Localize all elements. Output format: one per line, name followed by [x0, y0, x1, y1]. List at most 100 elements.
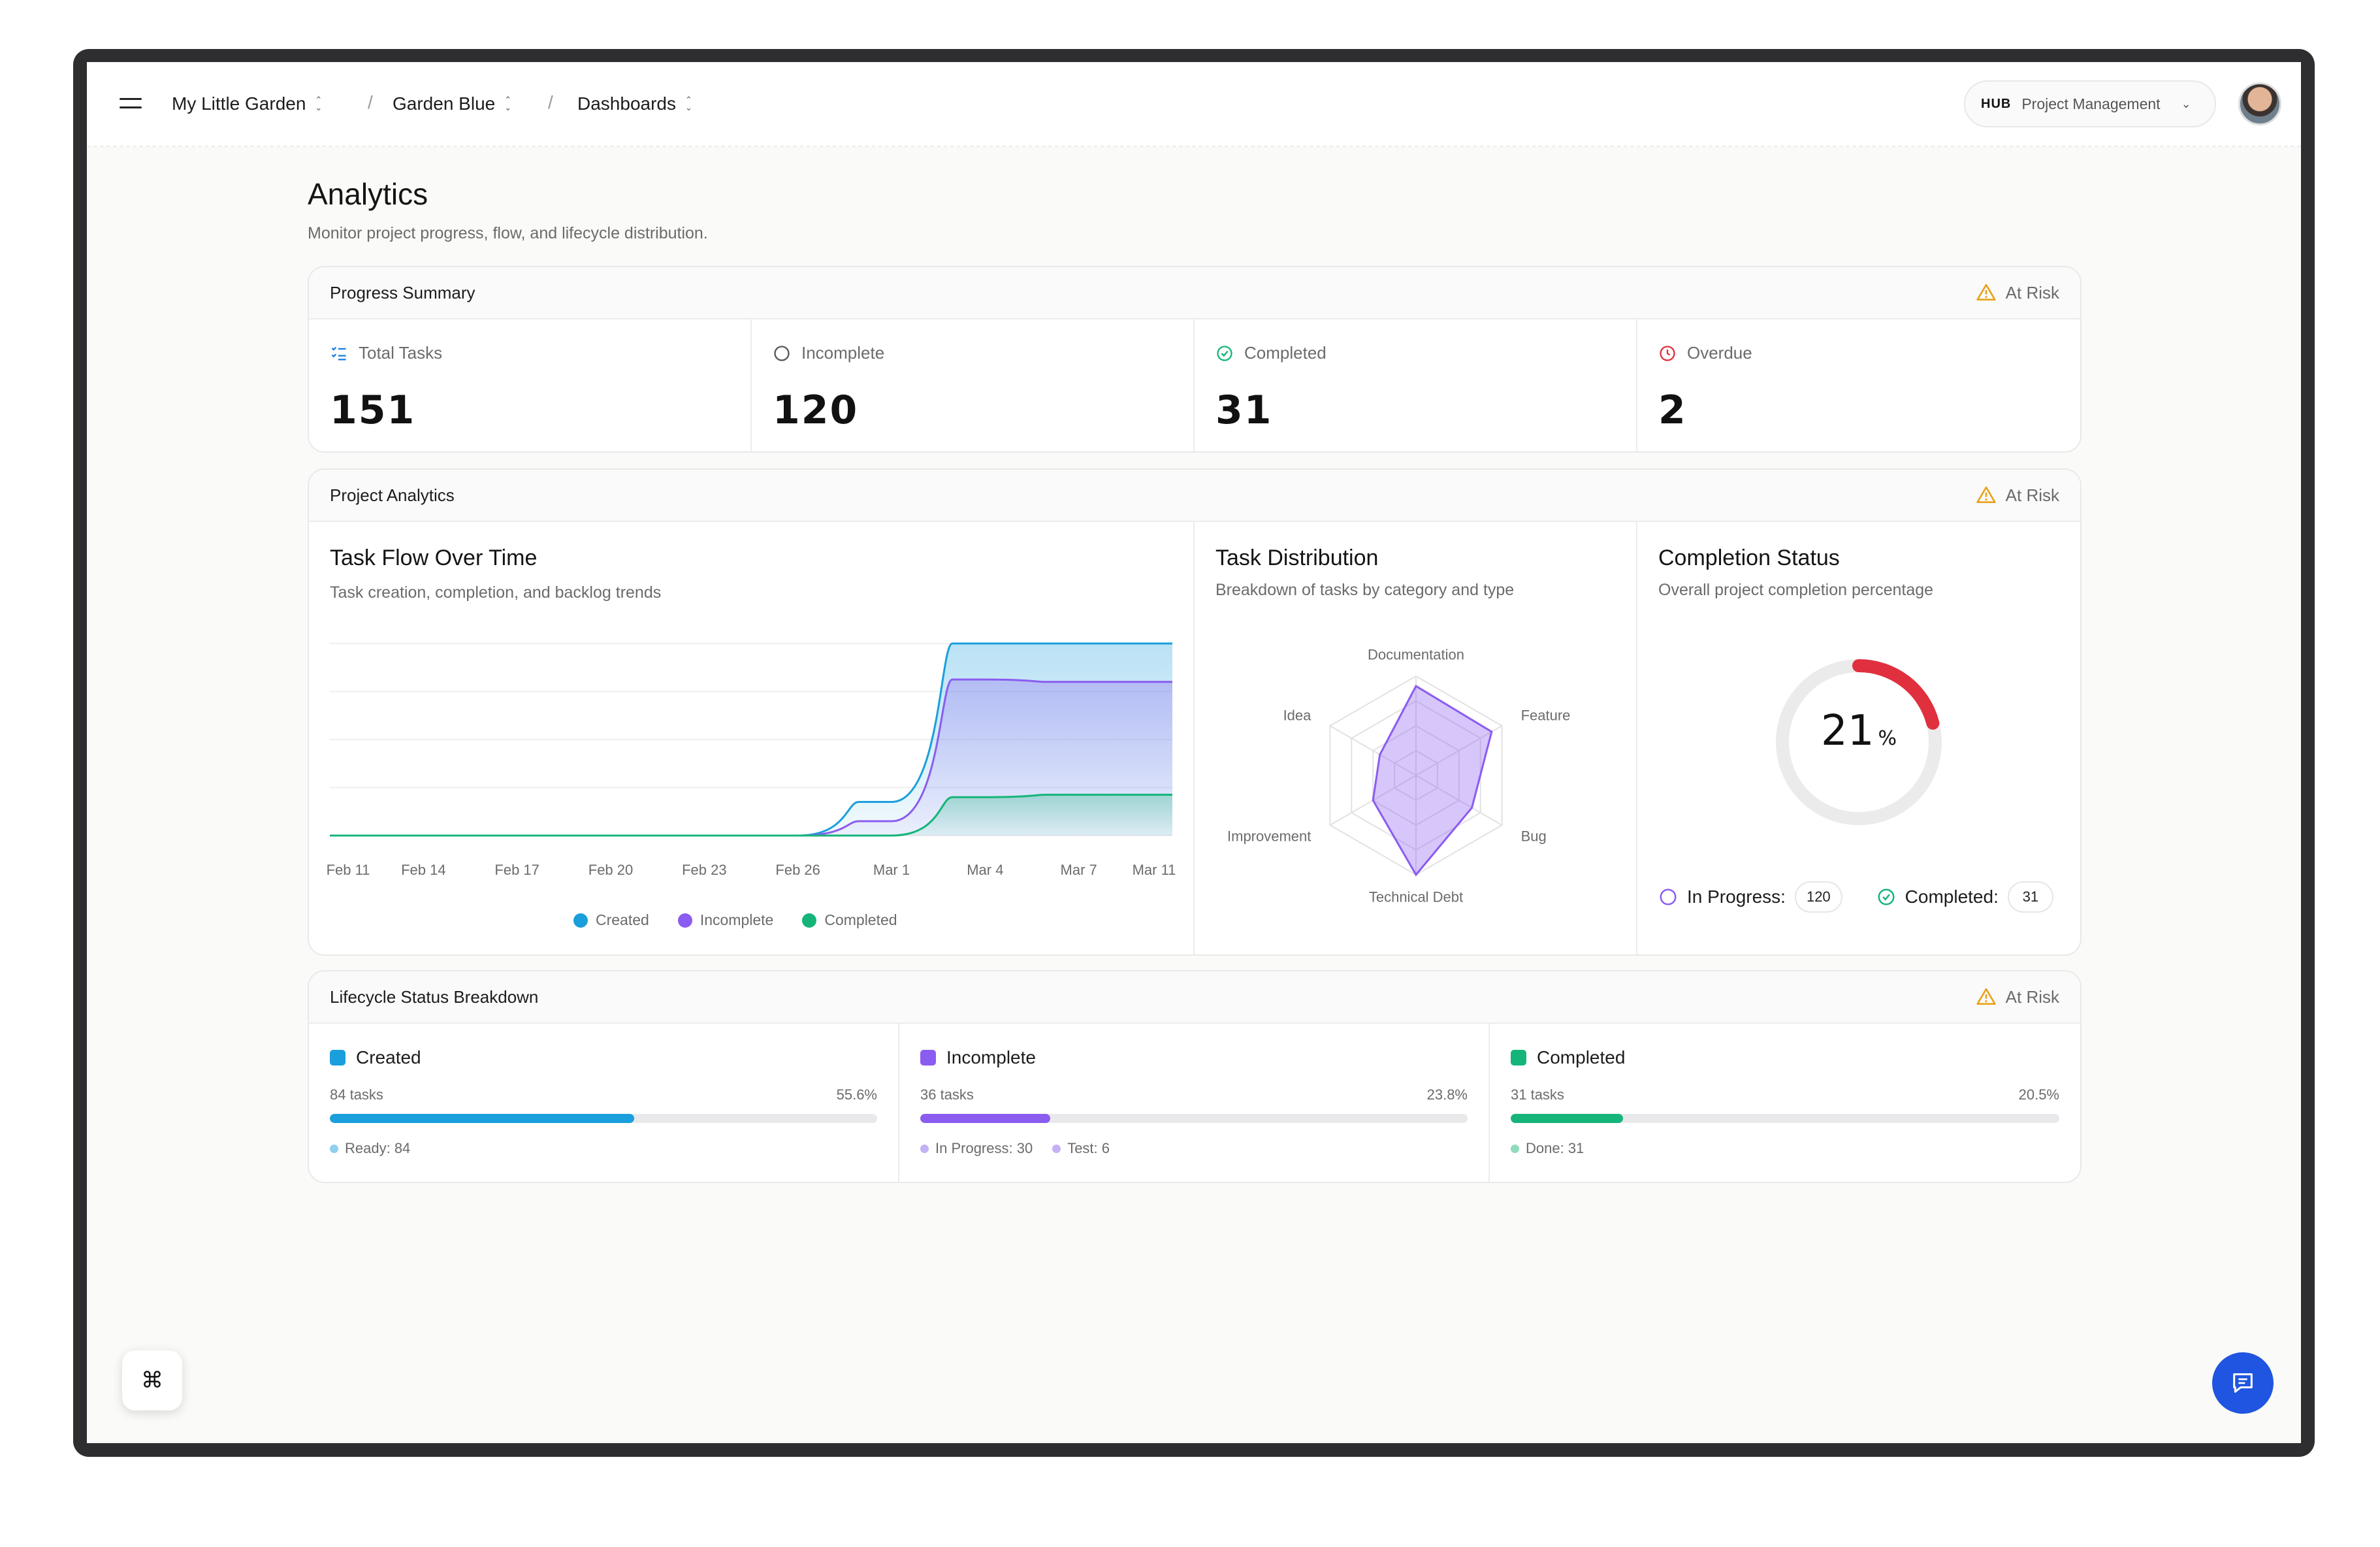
lifecycle-card: Lifecycle Status Breakdown At Risk Creat…: [308, 970, 2082, 1183]
circle-icon: [774, 345, 790, 361]
x-tick-label: Mar 1: [873, 862, 910, 878]
stat-label-text: Completed: [1244, 343, 1327, 363]
substatus-done: Done: 31: [1511, 1140, 1584, 1157]
stat-value: 31: [1215, 387, 1273, 433]
lifecycle-meta: 84 tasks 55.6%: [330, 1086, 877, 1103]
chevron-updown-icon: ⌃ ⌄: [504, 95, 512, 112]
breadcrumb-separator: /: [548, 92, 553, 112]
legend-swatch: [677, 913, 692, 928]
chart-legend: Created Incomplete Completed: [573, 911, 914, 929]
substatus-ready: Ready: 84: [330, 1140, 410, 1157]
lifecycle-substatus: In Progress: 30 Test: 6: [920, 1140, 1110, 1157]
radar-axis: [1415, 775, 1503, 826]
radar-area: [1372, 685, 1493, 877]
legend-created[interactable]: Created: [573, 911, 649, 929]
analytics-row: Task Flow Over Time Task creation, compl…: [309, 522, 2080, 954]
legend-incomplete[interactable]: Incomplete: [677, 911, 773, 929]
x-tick-label: Feb 14: [401, 862, 446, 878]
radar-label: Bug: [1521, 828, 1547, 845]
color-swatch: [920, 1050, 936, 1066]
radar-axis: [1329, 725, 1417, 776]
stat-label: Completed: [1215, 343, 1327, 363]
completed-count: 31: [2007, 881, 2053, 913]
x-tick-label: Feb 17: [494, 862, 539, 878]
status-badge: At Risk: [1976, 986, 2059, 1007]
command-palette-button[interactable]: ⌘: [122, 1350, 182, 1410]
x-tick-label: Feb 11: [327, 862, 370, 878]
chat-icon: [2233, 1373, 2253, 1393]
radar-label: Documentation: [1368, 647, 1464, 663]
chevron-updown-icon: ⌃ ⌄: [315, 95, 323, 112]
lifecycle-completed: Completed 31 tasks 20.5% Done: 31: [1490, 1024, 2080, 1182]
in-progress-count: 120: [1794, 881, 1842, 913]
hamburger-menu-icon[interactable]: [120, 98, 142, 112]
task-distribution-panel: Task Distribution Breakdown of tasks by …: [1195, 522, 1637, 954]
radar-axis: [1415, 725, 1503, 776]
stat-label-text: Incomplete: [801, 343, 885, 363]
stat-completed: Completed 31: [1195, 319, 1637, 451]
task-percent: 23.8%: [1426, 1086, 1468, 1103]
progress-bar: [330, 1114, 877, 1123]
legend-completed[interactable]: Completed: [802, 911, 897, 929]
progress-fill: [920, 1114, 1051, 1123]
warning-icon: [1976, 988, 1996, 1005]
progress-bar: [920, 1114, 1468, 1123]
status-badge: At Risk: [1976, 282, 2059, 303]
breadcrumb-project[interactable]: Garden Blue ⌃ ⌄: [393, 93, 511, 114]
lifecycle-title: Created: [330, 1047, 421, 1068]
stat-value: 120: [773, 387, 859, 433]
substatus-in-progress: In Progress: 30: [920, 1140, 1033, 1157]
top-bar: My Little Garden ⌃ ⌄ / Garden Blue ⌃ ⌄ / D…: [87, 62, 2301, 147]
page-subtitle: Monitor project progress, flow, and life…: [308, 224, 708, 242]
progress-fill: [1511, 1114, 1624, 1123]
task-count: 31 tasks: [1511, 1086, 1564, 1103]
radar-label: Improvement: [1227, 828, 1311, 845]
in-progress-label: In Progress:: [1687, 887, 1786, 907]
substatus-text: In Progress: 30: [935, 1140, 1033, 1156]
check-circle-icon: [1217, 345, 1232, 361]
chat-button[interactable]: [2212, 1352, 2274, 1414]
completion-donut: [1776, 659, 1942, 825]
user-avatar[interactable]: [2238, 82, 2281, 125]
task-flow-panel: Task Flow Over Time Task creation, compl…: [309, 522, 1195, 954]
stat-label: Overdue: [1658, 343, 1752, 363]
hub-selector[interactable]: HUB Project Management ⌄: [1964, 80, 2216, 127]
lifecycle-created: Created 84 tasks 55.6% Ready: 84: [309, 1024, 899, 1182]
card-title: Lifecycle Status Breakdown: [330, 986, 539, 1007]
donut-progress-arc: [1852, 659, 1940, 730]
breadcrumb-separator: /: [368, 92, 373, 112]
section-title: Completion Status: [1658, 546, 1840, 570]
stat-label-text: Overdue: [1687, 343, 1752, 363]
lifecycle-row: Created 84 tasks 55.6% Ready: 84 Incomple…: [309, 1024, 2080, 1182]
radar-label: Feature: [1521, 707, 1571, 723]
task-distribution-radar: Documentation Feature Bug Technical Debt Imp…: [1227, 647, 1571, 905]
substatus-dot: [1052, 1144, 1061, 1153]
app-window: My Little Garden ⌃ ⌄ / Garden Blue ⌃ ⌄ / D…: [87, 62, 2301, 1443]
x-tick-label: Feb 26: [775, 862, 820, 878]
check-circle-icon: [1878, 888, 1895, 905]
stat-label: Total Tasks: [330, 343, 442, 363]
lifecycle-title: Completed: [1511, 1047, 1625, 1068]
breadcrumb-label: Dashboards: [577, 93, 676, 114]
stat-value: 2: [1658, 387, 1687, 433]
card-header: Progress Summary At Risk: [309, 267, 2080, 319]
radar-label: Technical Debt: [1369, 888, 1463, 905]
stat-total-tasks: Total Tasks 151: [309, 319, 752, 451]
status-badge: At Risk: [1976, 485, 2059, 506]
card-title: Progress Summary: [330, 282, 475, 302]
card-header: Project Analytics At Risk: [309, 470, 2080, 522]
warning-icon: [1976, 284, 1996, 301]
x-tick-label: Feb 20: [588, 862, 634, 878]
lifecycle-meta: 36 tasks 23.8%: [920, 1086, 1468, 1103]
project-analytics-card: Project Analytics At Risk Task Flow Over…: [308, 468, 2082, 956]
stat-label-text: Total Tasks: [359, 343, 443, 363]
stat-overdue: Overdue 2: [1637, 319, 2080, 451]
completion-status-panel: Completion Status Overall project comple…: [1637, 522, 2080, 954]
breadcrumb-dashboards[interactable]: Dashboards ⌃ ⌄: [577, 93, 692, 114]
lifecycle-substatus: Done: 31: [1511, 1140, 1584, 1157]
legend-swatch: [573, 913, 588, 928]
stat-incomplete: Incomplete 120: [752, 319, 1195, 451]
breadcrumb-workspace[interactable]: My Little Garden ⌃ ⌄: [172, 93, 322, 114]
stat-label: Incomplete: [773, 343, 884, 363]
circle-icon: [1660, 888, 1677, 905]
